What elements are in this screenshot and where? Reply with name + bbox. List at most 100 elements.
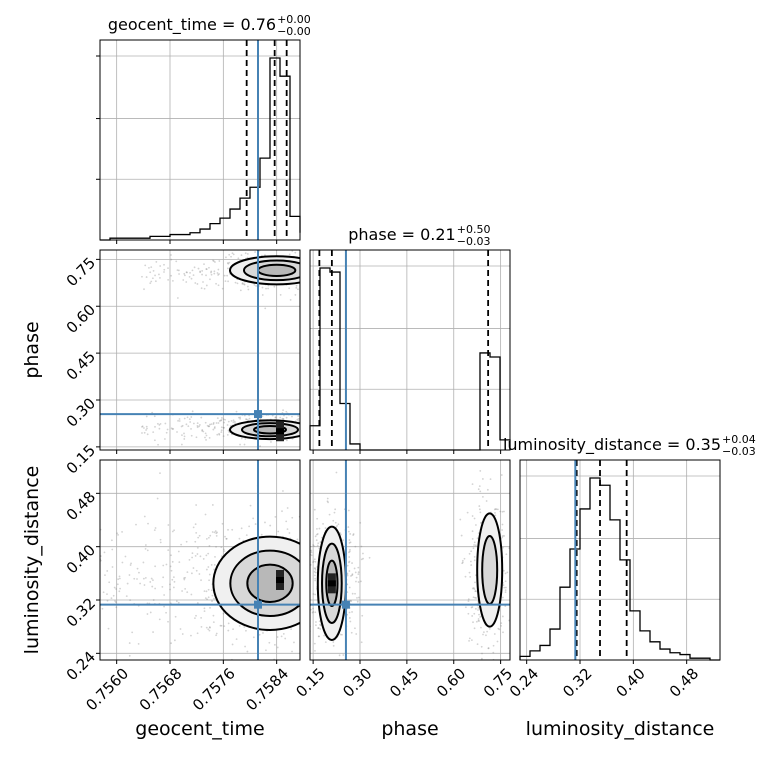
sample-point [317,627,320,629]
sample-point [305,544,307,546]
tick-label-x: 0.60 [433,664,469,700]
sample-point [148,266,150,269]
sample-point [464,606,467,609]
sample-point [90,583,92,585]
title-minus: −0.03 [722,445,756,458]
sample-point [196,426,199,429]
sample-point [194,617,196,620]
sample-point [303,534,305,536]
sample-point [232,421,235,423]
sample-point [338,654,341,657]
sample-point [478,485,481,488]
title-plus: +0.50 [457,223,491,236]
sample-point [192,422,195,425]
sample-point [203,610,206,613]
sample-point [342,539,345,542]
sample-point [504,605,507,608]
sample-point [110,539,113,542]
sample-point [489,478,492,481]
sample-point [262,632,264,634]
sample-point [306,560,308,562]
sample-point [281,510,283,513]
sample-point [228,261,231,264]
sample-point [212,260,215,262]
sample-point [355,580,357,583]
sample-point [231,528,234,531]
sample-point [326,500,329,503]
sample-point [199,270,202,273]
sample-point [282,490,284,492]
sample-point [325,253,327,255]
sample-point [96,578,98,580]
panel-frame-2-1 [309,459,511,661]
sample-point [212,259,214,262]
sample-point [264,254,266,257]
sample-point [111,548,114,551]
sample-point [243,626,246,628]
sample-point [480,645,483,648]
sample-point [318,635,320,638]
sample-point [236,282,239,285]
tick-label-y: 0.40 [63,541,99,577]
sample-point [159,265,162,267]
sample-point [502,584,505,586]
sample-point [319,628,322,630]
sample-point [154,565,157,568]
sample-point [361,583,363,585]
sample-point [224,280,227,283]
sample-point [326,497,329,500]
sample-point [503,510,505,513]
sample-point [106,599,109,602]
sample-point [354,627,356,630]
sample-point [215,632,218,635]
sample-point [480,626,482,629]
sample-point [327,501,329,504]
sample-point [317,542,320,545]
sample-point [243,283,246,286]
sample-point [216,531,218,534]
sample-point [303,412,305,414]
sample-point [496,508,499,511]
sample-point [215,282,217,285]
sample-point [481,652,483,655]
sample-point [191,269,194,272]
sample-point [378,557,380,559]
sample-point [226,274,229,277]
sample-point [233,420,236,423]
sample-point [175,600,178,603]
sample-point [213,531,216,534]
sample-point [336,280,338,282]
sample-point [204,421,207,424]
sample-point [227,262,230,265]
sample-point [147,522,149,525]
sample-point [469,560,472,563]
sample-point [361,614,364,617]
sample-point [268,641,271,644]
sample-point [243,414,246,417]
sample-point [479,616,482,618]
sample-point [354,592,356,595]
sample-point [351,247,353,249]
sample-point [504,589,507,592]
sample-point [205,590,208,593]
sample-point [274,416,277,419]
sample-point [311,611,314,614]
sample-point [300,253,302,255]
sample-point [136,567,139,570]
sample-point [183,432,185,435]
sample-point [332,519,335,522]
sample-point [185,271,188,274]
sample-point [500,622,503,625]
sample-point [217,268,220,271]
sample-point [195,614,197,617]
sample-point [173,529,175,532]
sample-point [324,527,327,529]
sample-point [475,590,477,592]
sample-point [118,590,121,593]
sample-point [247,288,250,291]
sample-point [213,427,216,430]
sample-point [310,554,313,557]
sample-point [295,286,298,289]
sample-point [150,280,153,283]
sample-point [311,276,313,278]
